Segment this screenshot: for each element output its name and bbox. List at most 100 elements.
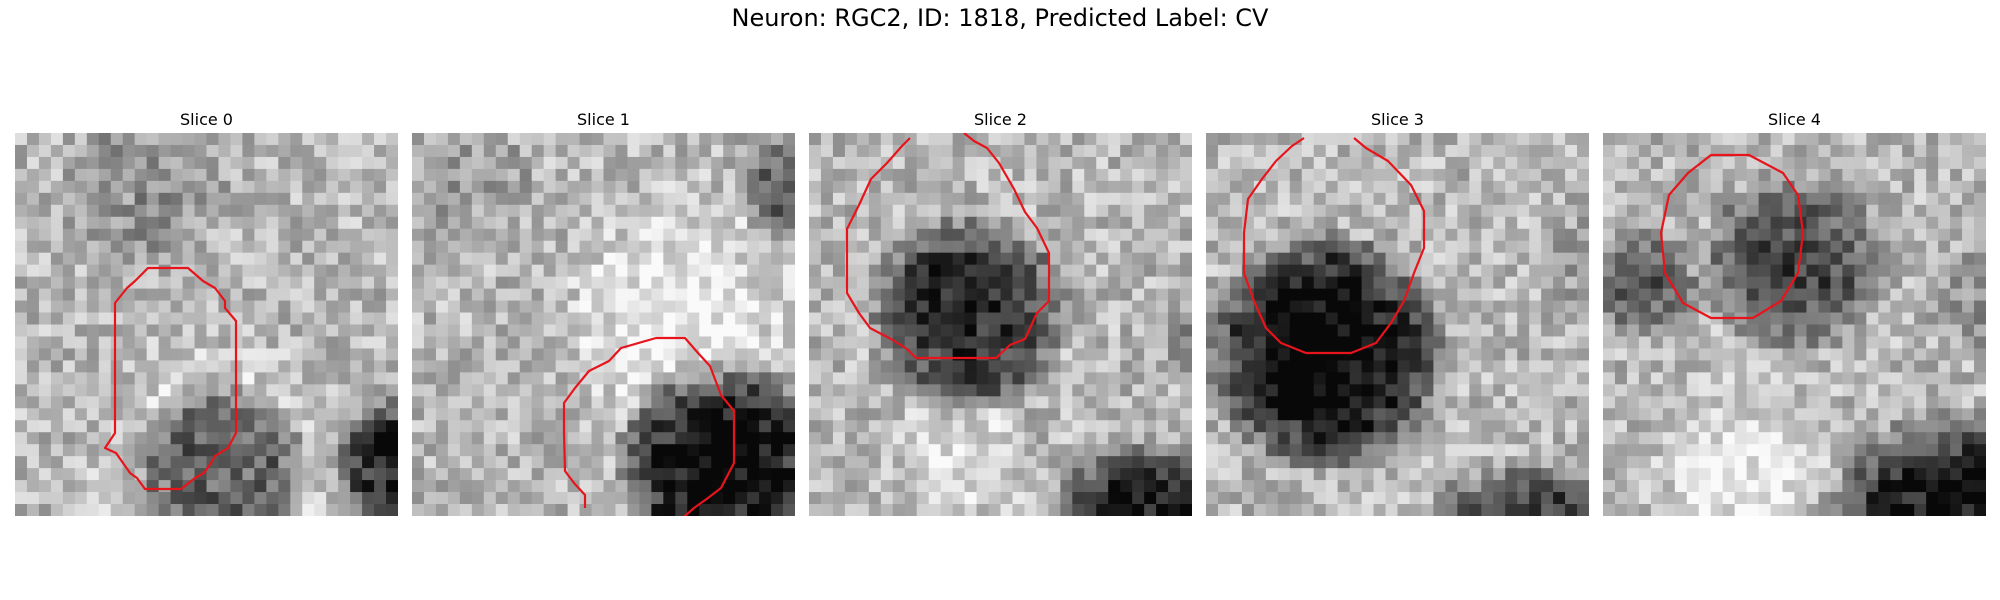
image-pixel <box>362 324 375 338</box>
image-pixel <box>38 180 52 194</box>
image-pixel <box>1445 204 1458 218</box>
image-pixel <box>170 396 184 409</box>
image-pixel <box>1120 504 1133 516</box>
image-pixel <box>627 492 641 505</box>
image-pixel <box>1265 240 1279 254</box>
image-pixel <box>1373 336 1387 350</box>
image-pixel <box>158 324 172 338</box>
image-pixel <box>1325 348 1339 362</box>
image-pixel <box>1120 312 1133 326</box>
image-pixel <box>904 133 918 146</box>
image-pixel <box>435 408 449 421</box>
image-pixel <box>1481 324 1494 338</box>
image-pixel <box>1337 192 1351 206</box>
image-pixel <box>567 264 581 278</box>
image-pixel <box>687 348 700 362</box>
image-pixel <box>459 288 473 302</box>
image-pixel <box>591 228 605 242</box>
image-pixel <box>146 492 160 505</box>
image-pixel <box>471 288 485 302</box>
image-pixel <box>928 444 942 457</box>
image-pixel <box>122 288 136 302</box>
image-pixel <box>1132 288 1145 302</box>
image-pixel <box>783 456 795 469</box>
image-pixel <box>1313 456 1327 469</box>
image-pixel <box>820 480 834 493</box>
image-pixel <box>1746 384 1760 397</box>
image-pixel <box>1890 216 1903 230</box>
image-pixel <box>206 216 220 230</box>
image-pixel <box>711 168 724 182</box>
image-pixel <box>1866 396 1879 409</box>
image-pixel <box>435 300 449 314</box>
image-pixel <box>1890 348 1903 362</box>
image-pixel <box>254 264 267 278</box>
image-pixel <box>1156 396 1169 409</box>
image-pixel <box>423 216 437 230</box>
image-pixel <box>1830 276 1843 290</box>
image-pixel <box>266 420 279 433</box>
image-pixel <box>1710 324 1724 338</box>
image-pixel <box>1036 264 1049 278</box>
image-pixel <box>1734 456 1748 469</box>
image-pixel <box>170 300 184 314</box>
image-pixel <box>1505 348 1518 362</box>
image-pixel <box>1144 288 1157 302</box>
image-pixel <box>386 432 398 445</box>
image-pixel <box>940 133 954 146</box>
image-pixel <box>976 348 990 362</box>
image-pixel <box>1457 312 1470 326</box>
image-pixel <box>194 133 208 146</box>
image-pixel <box>1565 324 1578 338</box>
image-pixel <box>1108 444 1121 457</box>
image-pixel <box>904 372 918 385</box>
image-pixel <box>362 168 375 182</box>
image-pixel <box>639 408 652 421</box>
image-pixel <box>1313 468 1327 481</box>
image-pixel <box>1361 492 1375 505</box>
image-pixel <box>1734 228 1748 242</box>
image-pixel <box>844 360 858 373</box>
image-pixel <box>326 384 339 397</box>
image-pixel <box>952 240 966 254</box>
image-pixel <box>1926 144 1939 158</box>
image-pixel <box>976 408 990 421</box>
image-pixel <box>771 192 784 206</box>
image-pixel <box>1361 468 1375 481</box>
image-pixel <box>134 204 148 218</box>
image-pixel <box>1674 408 1688 421</box>
image-pixel <box>603 468 617 481</box>
image-pixel <box>916 288 930 302</box>
image-pixel <box>1603 348 1616 362</box>
image-pixel <box>122 444 136 457</box>
image-pixel <box>783 228 795 242</box>
image-pixel <box>747 228 760 242</box>
image-pixel <box>26 216 40 230</box>
image-pixel <box>146 336 160 350</box>
image-pixel <box>904 336 918 350</box>
image-pixel <box>495 336 509 350</box>
image-pixel <box>412 228 425 242</box>
image-pixel <box>1866 408 1879 421</box>
image-pixel <box>1914 168 1927 182</box>
image-pixel <box>952 156 966 170</box>
image-pixel <box>663 468 676 481</box>
image-pixel <box>603 408 617 421</box>
image-pixel <box>459 180 473 194</box>
image-pixel <box>1325 396 1339 409</box>
image-pixel <box>1241 408 1255 421</box>
image-pixel <box>314 276 327 290</box>
image-pixel <box>1180 192 1192 206</box>
image-pixel <box>892 168 906 182</box>
image-pixel <box>1253 504 1267 516</box>
image-pixel <box>1710 288 1724 302</box>
image-pixel <box>1156 408 1169 421</box>
image-pixel <box>1553 133 1566 146</box>
image-pixel <box>844 324 858 338</box>
image-pixel <box>687 456 700 469</box>
image-pixel <box>1265 384 1279 397</box>
image-pixel <box>783 144 795 158</box>
image-pixel <box>110 252 124 266</box>
image-pixel <box>820 276 834 290</box>
image-pixel <box>1686 240 1700 254</box>
